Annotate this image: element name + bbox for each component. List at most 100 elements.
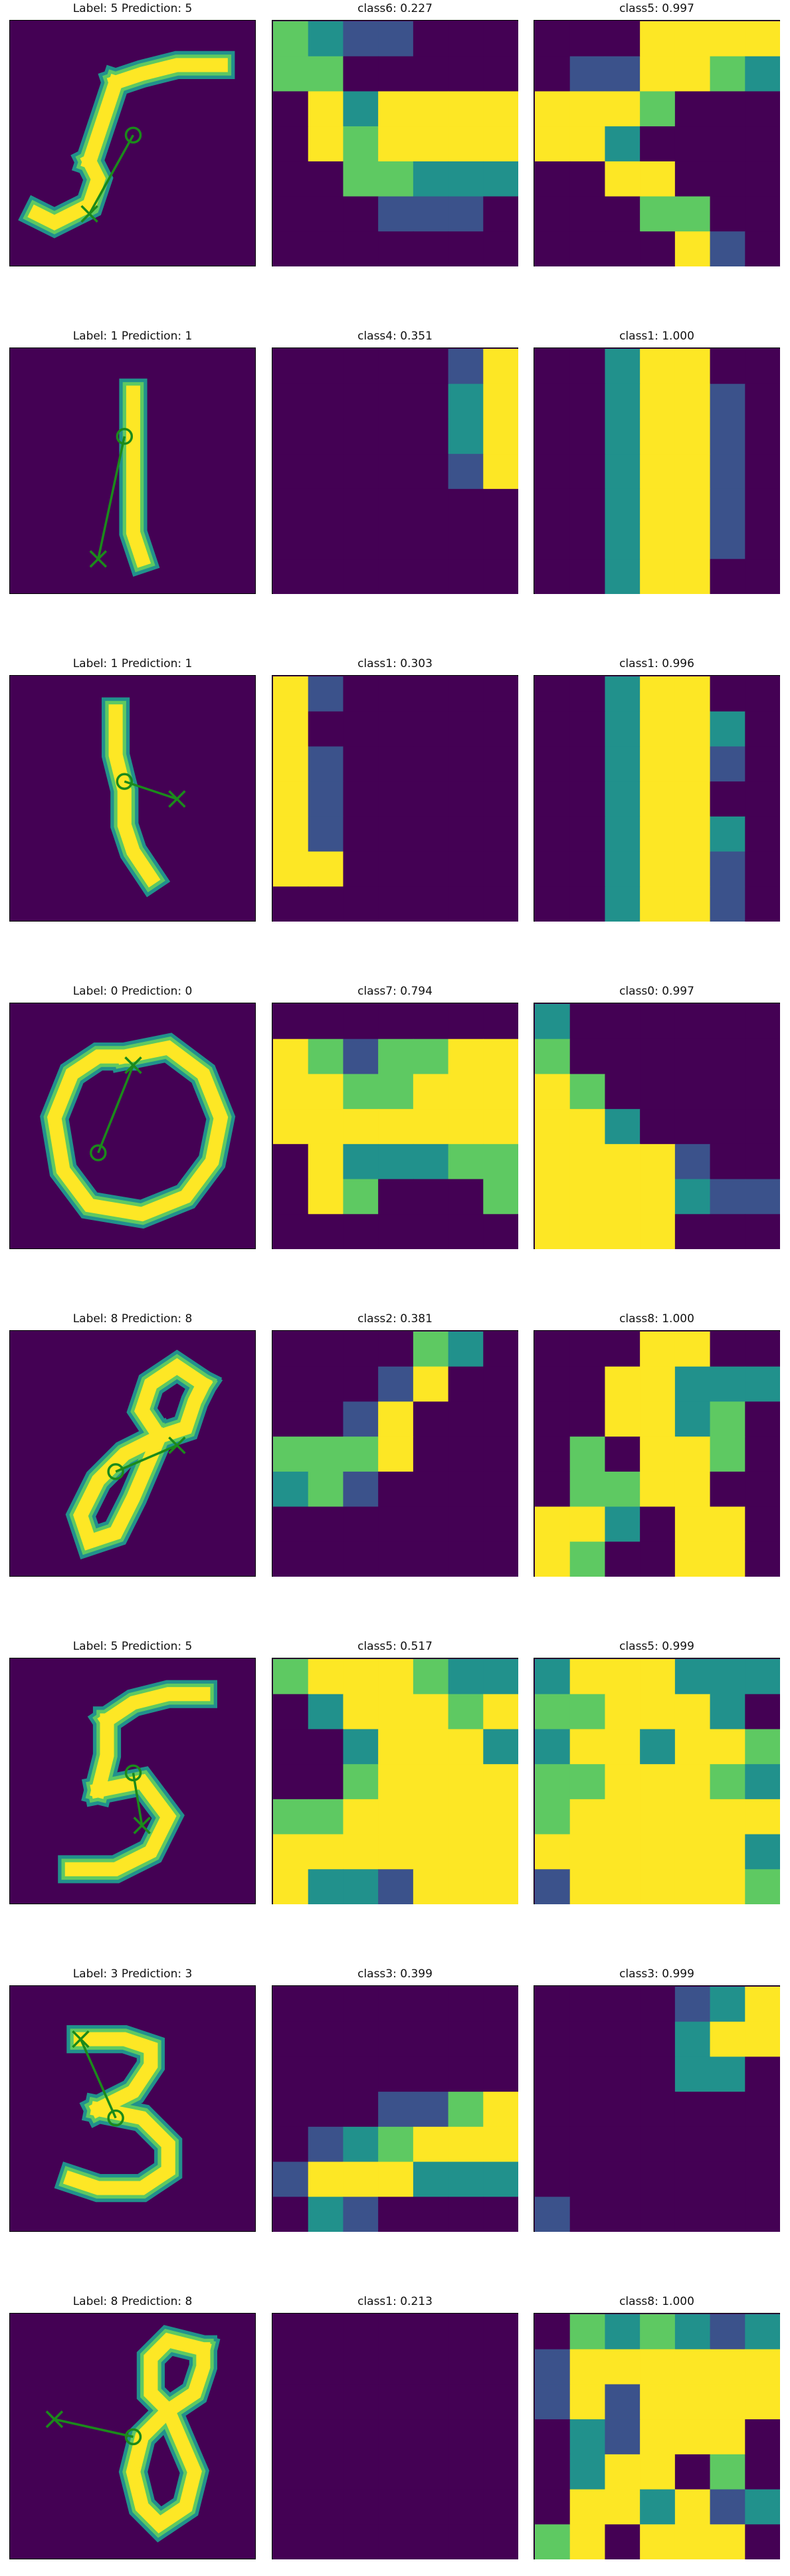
end-marker xyxy=(45,2410,64,2428)
heatmap-cell xyxy=(378,2126,414,2163)
heatmap-cell xyxy=(605,454,641,490)
heatmap-cell xyxy=(413,1659,449,1695)
heatmap-cell xyxy=(674,1729,711,1765)
heatmap-cell xyxy=(605,1764,641,1800)
heatmap-cell xyxy=(273,711,309,747)
heatmap-cell xyxy=(413,1179,449,1215)
heatmap-cell xyxy=(343,1869,379,1904)
heatmap-cell xyxy=(710,1214,745,1249)
heatmap-cell xyxy=(413,1506,449,1542)
heatmap-cell xyxy=(273,2524,309,2559)
heatmap-cell xyxy=(413,1214,449,1249)
heatmap-cell xyxy=(640,161,676,197)
class-score-title: class8: 1.000 xyxy=(619,2295,694,2308)
heatmap-cell xyxy=(483,1437,518,1472)
heatmap-cell xyxy=(273,2021,309,2058)
heatmap-cell xyxy=(640,1039,676,1075)
image-frame xyxy=(272,20,518,266)
heatmap-cell xyxy=(308,2524,344,2559)
heatmap-cell xyxy=(605,851,641,887)
heatmap-cell xyxy=(308,2454,344,2490)
heatmap-cell xyxy=(535,2454,571,2490)
heatmap-cell xyxy=(273,781,309,817)
heatmap-cell xyxy=(378,1366,414,1403)
heatmap-cell xyxy=(674,2021,711,2058)
heatmap-cell xyxy=(640,488,676,525)
heatmap-cell xyxy=(605,1143,641,1180)
heatmap-cell xyxy=(674,851,711,887)
heatmap-cell xyxy=(378,1179,414,1215)
heatmap-cell xyxy=(273,488,309,525)
heatmap-cell xyxy=(710,1471,745,1508)
label-prediction-title: Label: 1 Prediction: 1 xyxy=(72,330,193,343)
heatmap-cell xyxy=(343,2092,379,2128)
heatmap-cell xyxy=(569,2489,606,2525)
heatmap-cell xyxy=(535,711,571,747)
heatmap-cell xyxy=(745,196,780,232)
heatmap-cell xyxy=(273,21,309,57)
heatmap-cell xyxy=(378,1764,414,1800)
heatmap-cell xyxy=(378,1659,414,1695)
heatmap-cell xyxy=(273,1143,309,1180)
heatmap-cell xyxy=(569,1471,606,1508)
heatmap-cell xyxy=(605,2056,641,2092)
heatmap-cell xyxy=(413,21,449,57)
heatmap-cell xyxy=(308,1506,344,1542)
heatmap-cell xyxy=(413,161,449,197)
heatmap-cell xyxy=(535,1332,571,1367)
heatmap-cell xyxy=(308,1074,344,1110)
heatmap-cell xyxy=(343,2161,379,2197)
heatmap-cell xyxy=(674,2524,711,2559)
heatmap-cell xyxy=(413,1764,449,1800)
heatmap-cell xyxy=(483,2161,518,2197)
heatmap-cell xyxy=(378,126,414,162)
heatmap-cell xyxy=(483,886,518,922)
heatmap-cell xyxy=(483,383,518,420)
heatmap-cell xyxy=(448,2349,484,2385)
heatmap-cell xyxy=(378,1506,414,1542)
heatmap-cell xyxy=(483,2384,518,2420)
heatmap-cell xyxy=(535,488,571,525)
heatmap-cell xyxy=(710,1109,745,1145)
heatmap-cell xyxy=(674,1869,711,1904)
class-score-title: class3: 0.399 xyxy=(357,1967,433,1981)
heatmap-cell xyxy=(674,1799,711,1835)
heatmap-cell xyxy=(273,161,309,197)
heatmap-cell xyxy=(343,886,379,922)
heatmap-cell xyxy=(605,1332,641,1367)
heatmap-cell xyxy=(413,1869,449,1904)
label-prediction-title: Label: 5 Prediction: 5 xyxy=(72,2,193,15)
label-prediction-panel: Label: 5 Prediction: 5 xyxy=(9,2,256,266)
heatmap-cell xyxy=(308,1401,344,1437)
image-canvas xyxy=(535,1332,780,1577)
heatmap-cell xyxy=(640,349,676,385)
heatmap-cell xyxy=(605,1659,641,1695)
heatmap-cell xyxy=(569,349,606,385)
heatmap-cell xyxy=(273,2454,309,2490)
digit-image xyxy=(54,2025,183,2203)
heatmap-cell xyxy=(605,1074,641,1110)
heatmap-cell xyxy=(378,1109,414,1145)
heatmap-cell xyxy=(535,383,571,420)
heatmap-cell xyxy=(378,21,414,57)
heatmap-cell xyxy=(483,196,518,232)
heatmap-cell xyxy=(535,781,571,817)
heatmap-cell xyxy=(674,1659,711,1695)
heatmap-cell xyxy=(710,161,745,197)
heatmap-cell xyxy=(448,2092,484,2128)
heatmap-cell xyxy=(343,524,379,559)
heatmap-cell xyxy=(308,1109,344,1145)
image-frame xyxy=(272,1330,518,1577)
class-score-title: class5: 0.997 xyxy=(619,2,694,15)
heatmap-cell xyxy=(535,2056,571,2092)
heatmap-cell xyxy=(413,1471,449,1508)
heatmap-cell xyxy=(308,676,344,712)
heatmap-cell xyxy=(745,1506,780,1542)
heatmap-cell xyxy=(413,231,449,266)
heatmap-cell xyxy=(308,1541,344,1577)
heatmap-cell xyxy=(605,91,641,127)
heatmap-cell xyxy=(413,2489,449,2525)
label-prediction-title: Label: 1 Prediction: 1 xyxy=(72,657,193,670)
heatmap-cell xyxy=(273,454,309,490)
heatmap-cell xyxy=(308,1471,344,1508)
